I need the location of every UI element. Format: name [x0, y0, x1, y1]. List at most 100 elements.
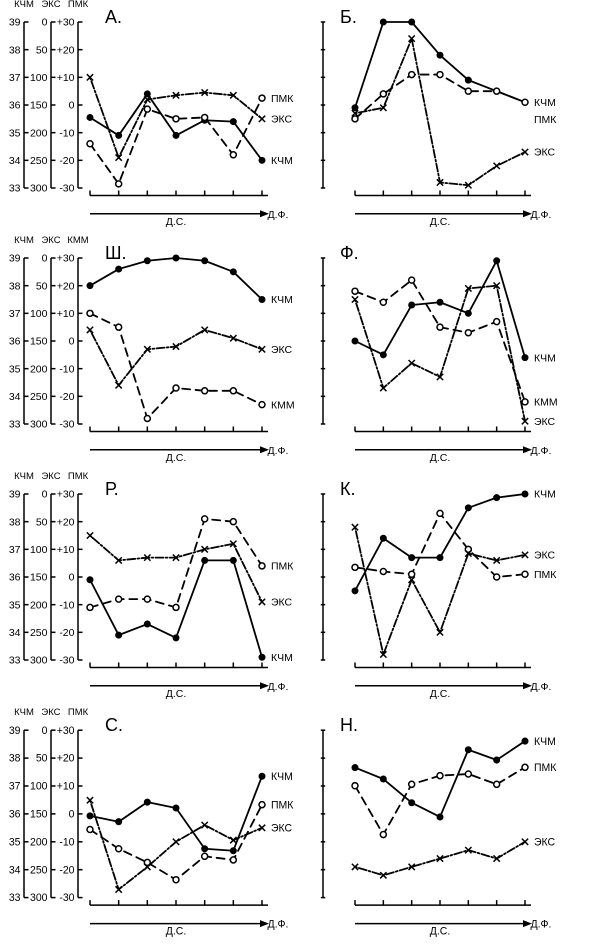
svg-text:33: 33 — [9, 183, 21, 195]
svg-text:Д.Ф.: Д.Ф. — [268, 445, 289, 457]
svg-text:ЭКС: ЭКС — [41, 707, 60, 718]
svg-text:Д.Ф.: Д.Ф. — [268, 681, 289, 693]
svg-text:200: 200 — [30, 363, 48, 375]
svg-text:-30: -30 — [59, 892, 74, 904]
svg-text:39: 39 — [9, 489, 21, 501]
svg-text:Ш.: Ш. — [105, 243, 127, 263]
svg-text:Н.: Н. — [340, 715, 358, 735]
svg-text:КЧМ: КЧМ — [271, 771, 293, 783]
svg-text:39: 39 — [9, 725, 21, 737]
svg-text:37: 37 — [9, 781, 21, 793]
svg-text:37: 37 — [9, 72, 21, 84]
svg-text:+20: +20 — [57, 280, 75, 292]
svg-text:0: 0 — [42, 489, 48, 501]
svg-text:33: 33 — [9, 419, 21, 431]
svg-text:+20: +20 — [57, 516, 75, 528]
svg-text:50: 50 — [36, 753, 48, 765]
svg-text:Д.Ф.: Д.Ф. — [531, 209, 552, 221]
svg-text:38: 38 — [9, 753, 21, 765]
svg-text:250: 250 — [30, 391, 48, 403]
svg-text:КЧМ: КЧМ — [271, 652, 293, 664]
svg-text:50: 50 — [36, 44, 48, 56]
svg-text:36: 36 — [9, 808, 21, 820]
svg-text:100: 100 — [30, 308, 48, 320]
svg-text:-10: -10 — [59, 599, 74, 611]
svg-text:+30: +30 — [57, 17, 75, 29]
svg-text:+30: +30 — [57, 253, 75, 265]
svg-text:ПМК: ПМК — [534, 569, 557, 581]
svg-text:КЧМ: КЧМ — [534, 97, 556, 109]
svg-text:36: 36 — [9, 572, 21, 584]
svg-text:Р.: Р. — [105, 479, 119, 499]
svg-text:ЭКС: ЭКС — [534, 550, 556, 562]
svg-text:300: 300 — [30, 655, 48, 667]
svg-text:Д.Ф.: Д.Ф. — [531, 919, 552, 931]
svg-text:34: 34 — [9, 627, 21, 639]
svg-text:Д.Ф.: Д.Ф. — [531, 445, 552, 457]
svg-text:+10: +10 — [57, 781, 75, 793]
svg-text:+20: +20 — [57, 44, 75, 56]
svg-text:КЧМ: КЧМ — [14, 707, 34, 718]
svg-text:0: 0 — [42, 17, 48, 29]
svg-text:Д.С.: Д.С. — [430, 216, 451, 228]
svg-text:ПМК: ПМК — [271, 561, 294, 573]
svg-text:КЧМ: КЧМ — [14, 235, 34, 246]
svg-text:А.: А. — [105, 7, 122, 27]
svg-text:Д.Ф.: Д.Ф. — [531, 681, 552, 693]
svg-text:+30: +30 — [57, 725, 75, 737]
svg-text:-20: -20 — [59, 155, 74, 167]
svg-text:ПМК: ПМК — [534, 114, 557, 126]
svg-text:Д.С.: Д.С. — [430, 452, 451, 464]
svg-text:КЧМ: КЧМ — [14, 0, 34, 10]
svg-text:36: 36 — [9, 100, 21, 112]
svg-text:КММ: КММ — [67, 235, 88, 246]
svg-text:200: 200 — [30, 127, 48, 139]
svg-text:ПМК: ПМК — [68, 471, 89, 482]
svg-text:35: 35 — [9, 836, 21, 848]
svg-text:+10: +10 — [57, 308, 75, 320]
svg-text:33: 33 — [9, 892, 21, 904]
svg-text:Д.С.: Д.С. — [166, 926, 187, 938]
svg-text:Д.С.: Д.С. — [430, 926, 451, 938]
svg-text:200: 200 — [30, 599, 48, 611]
svg-text:ЭКС: ЭКС — [41, 235, 60, 246]
svg-text:КММ: КММ — [534, 397, 558, 409]
svg-text:300: 300 — [30, 892, 48, 904]
svg-text:150: 150 — [30, 808, 48, 820]
svg-text:300: 300 — [30, 419, 48, 431]
svg-text:35: 35 — [9, 599, 21, 611]
svg-text:КЧМ: КЧМ — [534, 489, 556, 501]
svg-text:38: 38 — [9, 280, 21, 292]
svg-text:Д.Ф.: Д.Ф. — [268, 209, 289, 221]
svg-text:ЭКС: ЭКС — [41, 0, 60, 10]
svg-text:100: 100 — [30, 781, 48, 793]
svg-text:-10: -10 — [59, 836, 74, 848]
svg-text:Д.С.: Д.С. — [166, 216, 187, 228]
svg-text:ЭКС: ЭКС — [41, 471, 60, 482]
svg-text:Б.: Б. — [340, 7, 357, 27]
svg-text:-30: -30 — [59, 655, 74, 667]
svg-text:35: 35 — [9, 363, 21, 375]
svg-text:+10: +10 — [57, 544, 75, 556]
svg-text:100: 100 — [30, 72, 48, 84]
svg-text:250: 250 — [30, 155, 48, 167]
svg-text:+30: +30 — [57, 489, 75, 501]
svg-text:+20: +20 — [57, 753, 75, 765]
svg-text:-20: -20 — [59, 864, 74, 876]
svg-text:0: 0 — [69, 100, 75, 112]
svg-text:Д.С.: Д.С. — [166, 688, 187, 700]
svg-text:Д.С.: Д.С. — [166, 452, 187, 464]
svg-text:ЭКС: ЭКС — [534, 416, 556, 428]
svg-text:250: 250 — [30, 864, 48, 876]
svg-text:-30: -30 — [59, 183, 74, 195]
svg-text:КЧМ: КЧМ — [271, 155, 293, 167]
svg-text:-30: -30 — [59, 419, 74, 431]
svg-text:100: 100 — [30, 544, 48, 556]
svg-text:-20: -20 — [59, 391, 74, 403]
svg-text:39: 39 — [9, 253, 21, 265]
svg-text:Д.Ф.: Д.Ф. — [268, 919, 289, 931]
svg-text:ПМК: ПМК — [68, 0, 89, 10]
svg-text:-10: -10 — [59, 127, 74, 139]
svg-text:ПМК: ПМК — [271, 93, 294, 105]
svg-text:150: 150 — [30, 572, 48, 584]
